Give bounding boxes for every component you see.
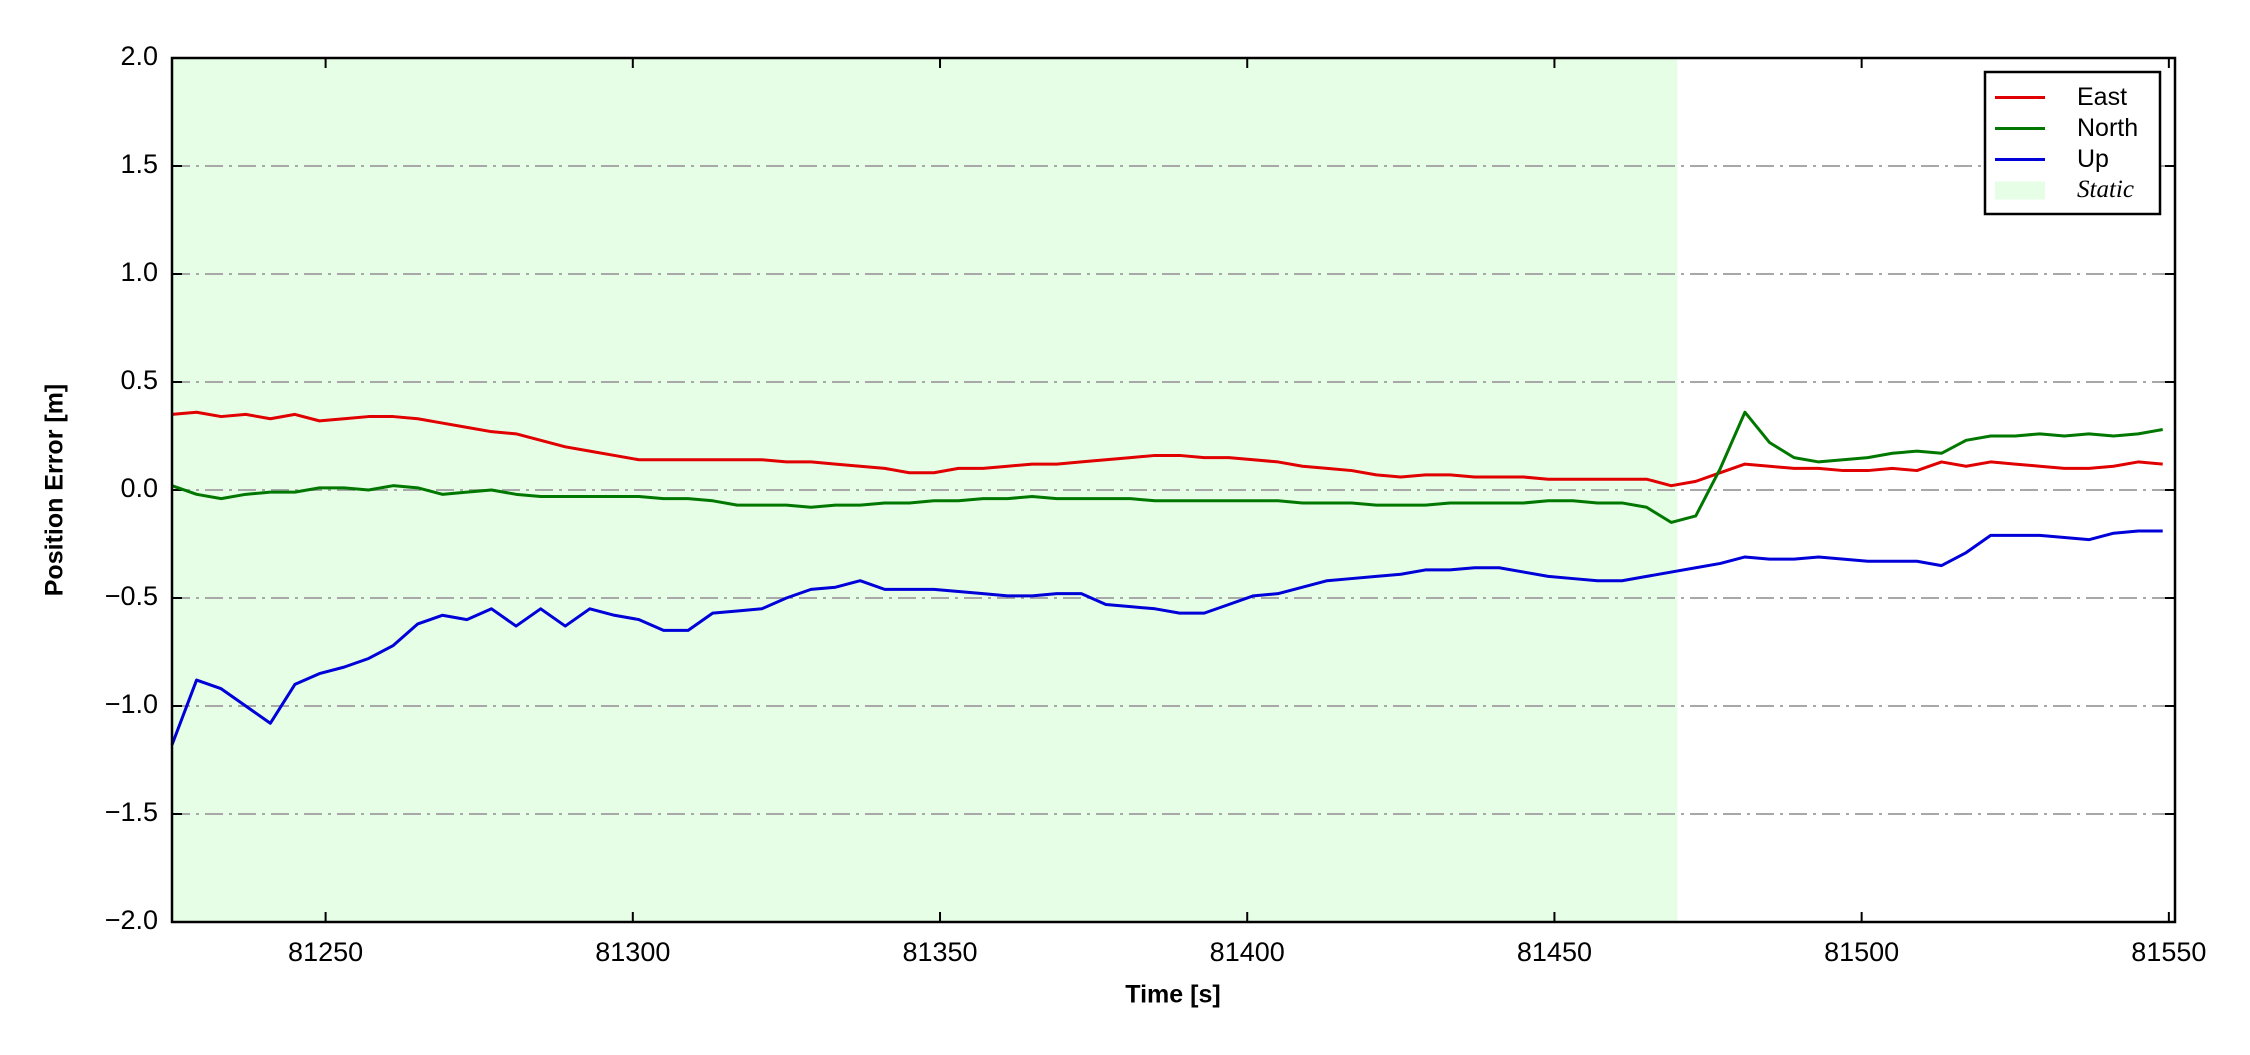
- y-tick-label: −0.5: [105, 581, 158, 611]
- legend-swatch: [1995, 181, 2045, 200]
- series-line: [171, 410, 2163, 524]
- x-tick-label: 81350: [902, 937, 977, 967]
- legend-label: North: [2077, 114, 2138, 142]
- x-tick-label: 81500: [1824, 937, 1899, 967]
- y-tick-label: −1.5: [105, 797, 158, 827]
- x-tick-label: 81250: [288, 937, 363, 967]
- y-tick-label: 0.0: [120, 473, 158, 503]
- x-tick-label: 81550: [2131, 937, 2206, 967]
- x-tick-label: 81300: [595, 937, 670, 967]
- y-tick-label: −1.0: [105, 689, 158, 719]
- y-tick-label: 1.5: [120, 149, 158, 179]
- legend-label: East: [2077, 83, 2127, 111]
- legend-label: Static: [2077, 176, 2134, 203]
- legend-label: Up: [2077, 145, 2109, 173]
- y-tick-label: 2.0: [120, 41, 158, 71]
- y-tick-label: 0.5: [120, 365, 158, 395]
- y-tick-label: −2.0: [105, 905, 158, 935]
- y-axis-label: Position Error [m]: [41, 384, 69, 597]
- y-tick-label: 1.0: [120, 257, 158, 287]
- x-tick-label: 81400: [1210, 937, 1285, 967]
- x-tick-label: 81450: [1517, 937, 1592, 967]
- plot-frame: [170, 56, 2177, 924]
- x-axis-label: Time [s]: [1125, 981, 1220, 1009]
- series-line: [171, 410, 2163, 488]
- series-line: [170, 529, 2163, 746]
